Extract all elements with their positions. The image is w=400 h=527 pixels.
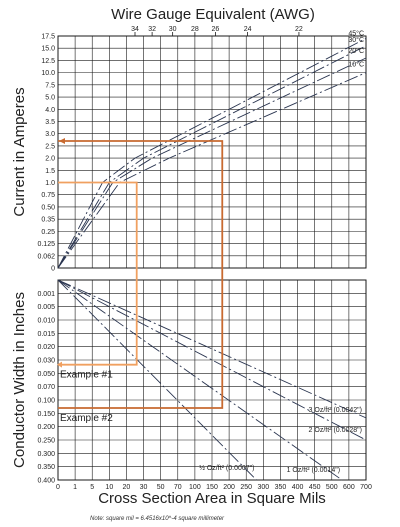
y-tick-label-bottom: 0.100 [37, 398, 55, 405]
awg-tick-label: 22 [295, 26, 303, 33]
curve-layer [57, 38, 367, 481]
footnote: Note: square mil = 6.4516x10^-4 square m… [90, 516, 225, 522]
awg-tick-label: 24 [244, 26, 252, 33]
awg-tick-label: 28 [191, 26, 199, 33]
y-tick-label-top: 4.0 [45, 107, 55, 114]
y-tick-label-top: 7.5 [45, 82, 55, 89]
x-tick-label: 0 [56, 484, 60, 491]
y-tick-label-top: 3.0 [45, 131, 55, 138]
awg-tick-label: 30 [169, 26, 177, 33]
y-tick-label-bottom: 0.400 [37, 478, 55, 485]
awg-tick-label: 26 [212, 26, 220, 33]
y-tick-label-top: 17.5 [41, 34, 55, 41]
example-path [58, 181, 138, 366]
x-tick-label: 100 [189, 484, 201, 491]
width-curve [57, 279, 367, 419]
example-label: Example #2 [60, 413, 113, 424]
x-tick-label: 700 [360, 484, 372, 491]
y-tick-label-top: 0.35 [41, 217, 55, 224]
current-curve-label: 20°C [348, 47, 364, 55]
y-tick-label-bottom: 0.070 [37, 384, 55, 391]
y-tick-label-bottom: 0.015 [37, 331, 55, 338]
top-title: Wire Gauge Equivalent (AWG) [111, 6, 315, 23]
current-curve [57, 72, 367, 269]
y-tick-label-bottom: 0.001 [37, 291, 55, 298]
current-curve-label: 30°C [348, 36, 364, 44]
y-tick-label-top: 0.50 [41, 204, 55, 211]
y-tick-label-top: 0.25 [41, 229, 55, 236]
y-tick-label-top: 3.5 [45, 119, 55, 126]
y-tick-label-top: 15.0 [41, 46, 55, 53]
x-tick-label: 10 [105, 484, 113, 491]
x-tick-label: 20 [123, 484, 131, 491]
y-tick-label-bottom: 0.005 [37, 304, 55, 311]
x-tick-label: 450 [309, 484, 321, 491]
y-tick-label-top: 0.062 [37, 253, 55, 260]
x-tick-label: 600 [343, 484, 355, 491]
y-tick-label-bottom: 0.350 [37, 464, 55, 471]
x-tick-label: 70 [174, 484, 182, 491]
x-tick-label: 50 [157, 484, 165, 491]
awg-tick-label: 34 [131, 26, 139, 33]
x-tick-label: 200 [223, 484, 235, 491]
y-tick-label-bottom: 0.200 [37, 424, 55, 431]
y-tick-label-top: 10.0 [41, 70, 55, 77]
y-tick-label-bottom: 0.050 [37, 371, 55, 378]
current-curve [57, 45, 367, 269]
width-curve-label: 1 Oz/ft² (0.0014") [287, 467, 340, 474]
current-curve-label: 10°C [348, 61, 364, 69]
current-curve [57, 57, 367, 269]
width-curve-label: 3 Oz/ft² (0.0042") [309, 407, 362, 414]
current-curve-label: 45°C [348, 29, 364, 37]
y-tick-label-top: 2.5 [45, 143, 55, 150]
example-arrow [59, 138, 65, 145]
x-tick-label: 250 [240, 484, 252, 491]
x-tick-label: 1 [73, 484, 77, 491]
example-layer [57, 138, 224, 409]
width-curve [57, 279, 257, 481]
x-tick-label: 400 [292, 484, 304, 491]
x-tick-label: 350 [275, 484, 287, 491]
y-axis-label-top: Current in Amperes [11, 87, 28, 216]
x-tick-label: 30 [140, 484, 148, 491]
x-tick-label: 5 [90, 484, 94, 491]
y-axis-label-bottom: Conductor Width in Inches [11, 292, 28, 468]
label-layer: 0 1 5 10 20 30 50 70 100 150 200 250 300 350 400 450 500… [37, 26, 371, 491]
y-tick-label-bottom: 0.300 [37, 451, 55, 458]
y-tick-label-top: 0.75 [41, 192, 55, 199]
y-tick-label-top: 2.0 [45, 156, 55, 163]
y-tick-label-top: 1.0 [45, 180, 55, 187]
example-path [58, 140, 224, 409]
grid-layer [57, 32, 367, 481]
y-tick-label-bottom: 0.150 [37, 411, 55, 418]
x-tick-label: 300 [257, 484, 269, 491]
width-curve [57, 279, 367, 441]
example-arrow [57, 361, 62, 368]
awg-tick-label: 32 [148, 26, 156, 33]
y-tick-label-top: 1.5 [45, 168, 55, 175]
y-tick-label-bottom: 0.030 [37, 358, 55, 365]
y-tick-label-bottom: 0.250 [37, 438, 55, 445]
x-tick-label: 150 [206, 484, 218, 491]
y-tick-label-top: 0 [51, 266, 55, 273]
example-label: Example #1 [60, 370, 113, 381]
y-tick-label-bottom: 0.010 [37, 318, 55, 325]
x-axis-label: Cross Section Area in Square Mils [98, 490, 326, 507]
width-curve-label: ½ Oz/ft² (0.0007") [199, 464, 254, 472]
y-tick-label-bottom: 0.020 [37, 344, 55, 351]
y-tick-label-top: 5.0 [45, 95, 55, 102]
width-curve [57, 279, 343, 481]
x-tick-label: 500 [326, 484, 338, 491]
width-curve-label: 2 Oz/ft² (0.0028") [309, 427, 362, 434]
current-curve [57, 38, 367, 269]
y-tick-label-top: 12.5 [41, 58, 55, 65]
y-tick-label-top: 0.125 [37, 241, 55, 248]
